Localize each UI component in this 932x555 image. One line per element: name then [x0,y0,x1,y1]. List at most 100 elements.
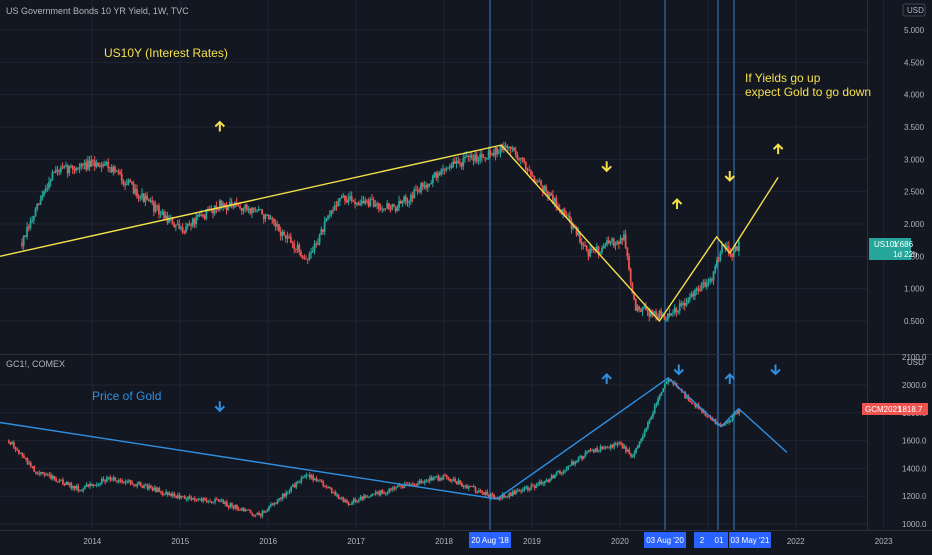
gold-candle [616,444,619,446]
top-pane-legend[interactable]: US Government Bonds 10 YR Yield, 1W, TVC [6,6,189,16]
gold-candle [461,483,463,487]
gold-candle [640,439,643,442]
gold-up-arrow [601,373,612,384]
gold-candle [505,496,507,498]
us10y-candle [579,232,581,242]
us10y-candle [469,155,471,158]
us10y-candle [264,214,267,219]
us10y-candle [114,166,116,172]
gold-candle [214,499,216,502]
gold-candle [658,395,661,399]
us10y-title-annotation: US10Y (Interest Rates) [104,46,228,60]
gold-candle [476,491,479,493]
gold-candle [11,442,14,445]
us10y-candle [300,251,302,257]
us10y-candle [499,145,502,154]
bottom-pane-legend[interactable]: GC1!, COMEX [6,359,65,369]
gold-candle [146,485,149,489]
gold-candle [141,485,144,488]
gold-trend-line[interactable] [0,377,788,500]
gold-candle [133,484,135,486]
gold-candle [60,479,63,481]
us10y-candle [694,290,696,297]
date-marker-chip-2[interactable]: 03 Aug '20 [644,532,686,548]
us10y-candle [573,225,576,227]
gold-candle [43,473,46,476]
us10y-candle [450,165,453,168]
gold-candle [408,484,411,486]
us10y-candle [636,306,639,311]
gold-candle [297,481,299,483]
us10y-candle [391,203,394,210]
gold-candle [415,485,418,487]
us10y-candle [171,218,174,225]
gold-candle [403,484,406,488]
bottom-currency-label[interactable]: USD [907,358,924,367]
us10y-trend-line[interactable] [0,144,779,323]
date-marker-chip-3[interactable]: 2 [694,532,710,548]
us10y-candle [509,146,512,149]
us10y-candle [367,201,370,207]
gold-candle [87,484,90,487]
bottom-y-tick-label: 2100.0 [902,353,927,362]
date-marker-chip-5[interactable]: 03 May '21 [729,532,771,548]
us10y-candle [119,172,121,174]
gold-candle [222,500,225,504]
gold-candle [154,487,157,493]
us10y-candle [631,282,634,294]
gold-candle [362,495,365,500]
gold-candle [469,486,472,488]
gold-candle [220,500,223,502]
us10y-candle [237,205,240,207]
date-marker-chip-4[interactable]: 01 [710,532,728,548]
gold-candle [23,456,25,458]
us10y-candle [328,214,331,216]
gold-candle [643,431,646,437]
us10y-candle [173,224,176,227]
us10y-candle [32,216,35,221]
gold-candle [100,479,103,484]
us10y-candle [482,157,485,159]
us10y-candle [690,293,693,297]
x-tick-label: 2022 [787,537,805,546]
us10y-candle [734,246,737,250]
gold-candle [244,509,247,512]
gold-candle [596,448,599,451]
gold-candle [89,483,91,487]
us10y-candle [376,203,378,205]
gold-candle [288,491,291,492]
top-currency-label[interactable]: USD [907,6,924,15]
us10y-candle [480,154,483,158]
gold-candle [515,490,517,495]
gold-candle [124,481,127,483]
gold-candle [192,498,194,500]
gold-candle [138,482,140,484]
us10y-candle [159,213,162,215]
top-currency-box[interactable] [902,3,926,17]
gold-candles [7,377,741,519]
us10y-candle [352,200,355,202]
gold-candle [447,477,450,480]
gold-candle [471,486,473,488]
gold-candle [608,447,610,449]
us10y-candle [31,220,34,222]
us10y-candle [511,147,514,149]
us10y-candle [330,210,333,215]
us10y-candle [132,183,135,194]
gold-candle [736,410,739,415]
gold-up-arrow [724,373,735,384]
date-marker-chip-1[interactable]: 20 Aug '18 [469,532,511,548]
gold-candle [188,496,191,498]
gold-candle [263,511,266,513]
us10y-candle [371,199,373,200]
us10y-candle [521,158,524,159]
gold-candle [160,491,162,493]
gold-candle [129,480,132,483]
us10y-candle [442,169,444,171]
gold-candle [393,487,396,489]
gold-candle [696,404,698,407]
gold-candle [435,476,438,478]
gold-candle [72,486,74,489]
gold-candle [77,485,80,491]
